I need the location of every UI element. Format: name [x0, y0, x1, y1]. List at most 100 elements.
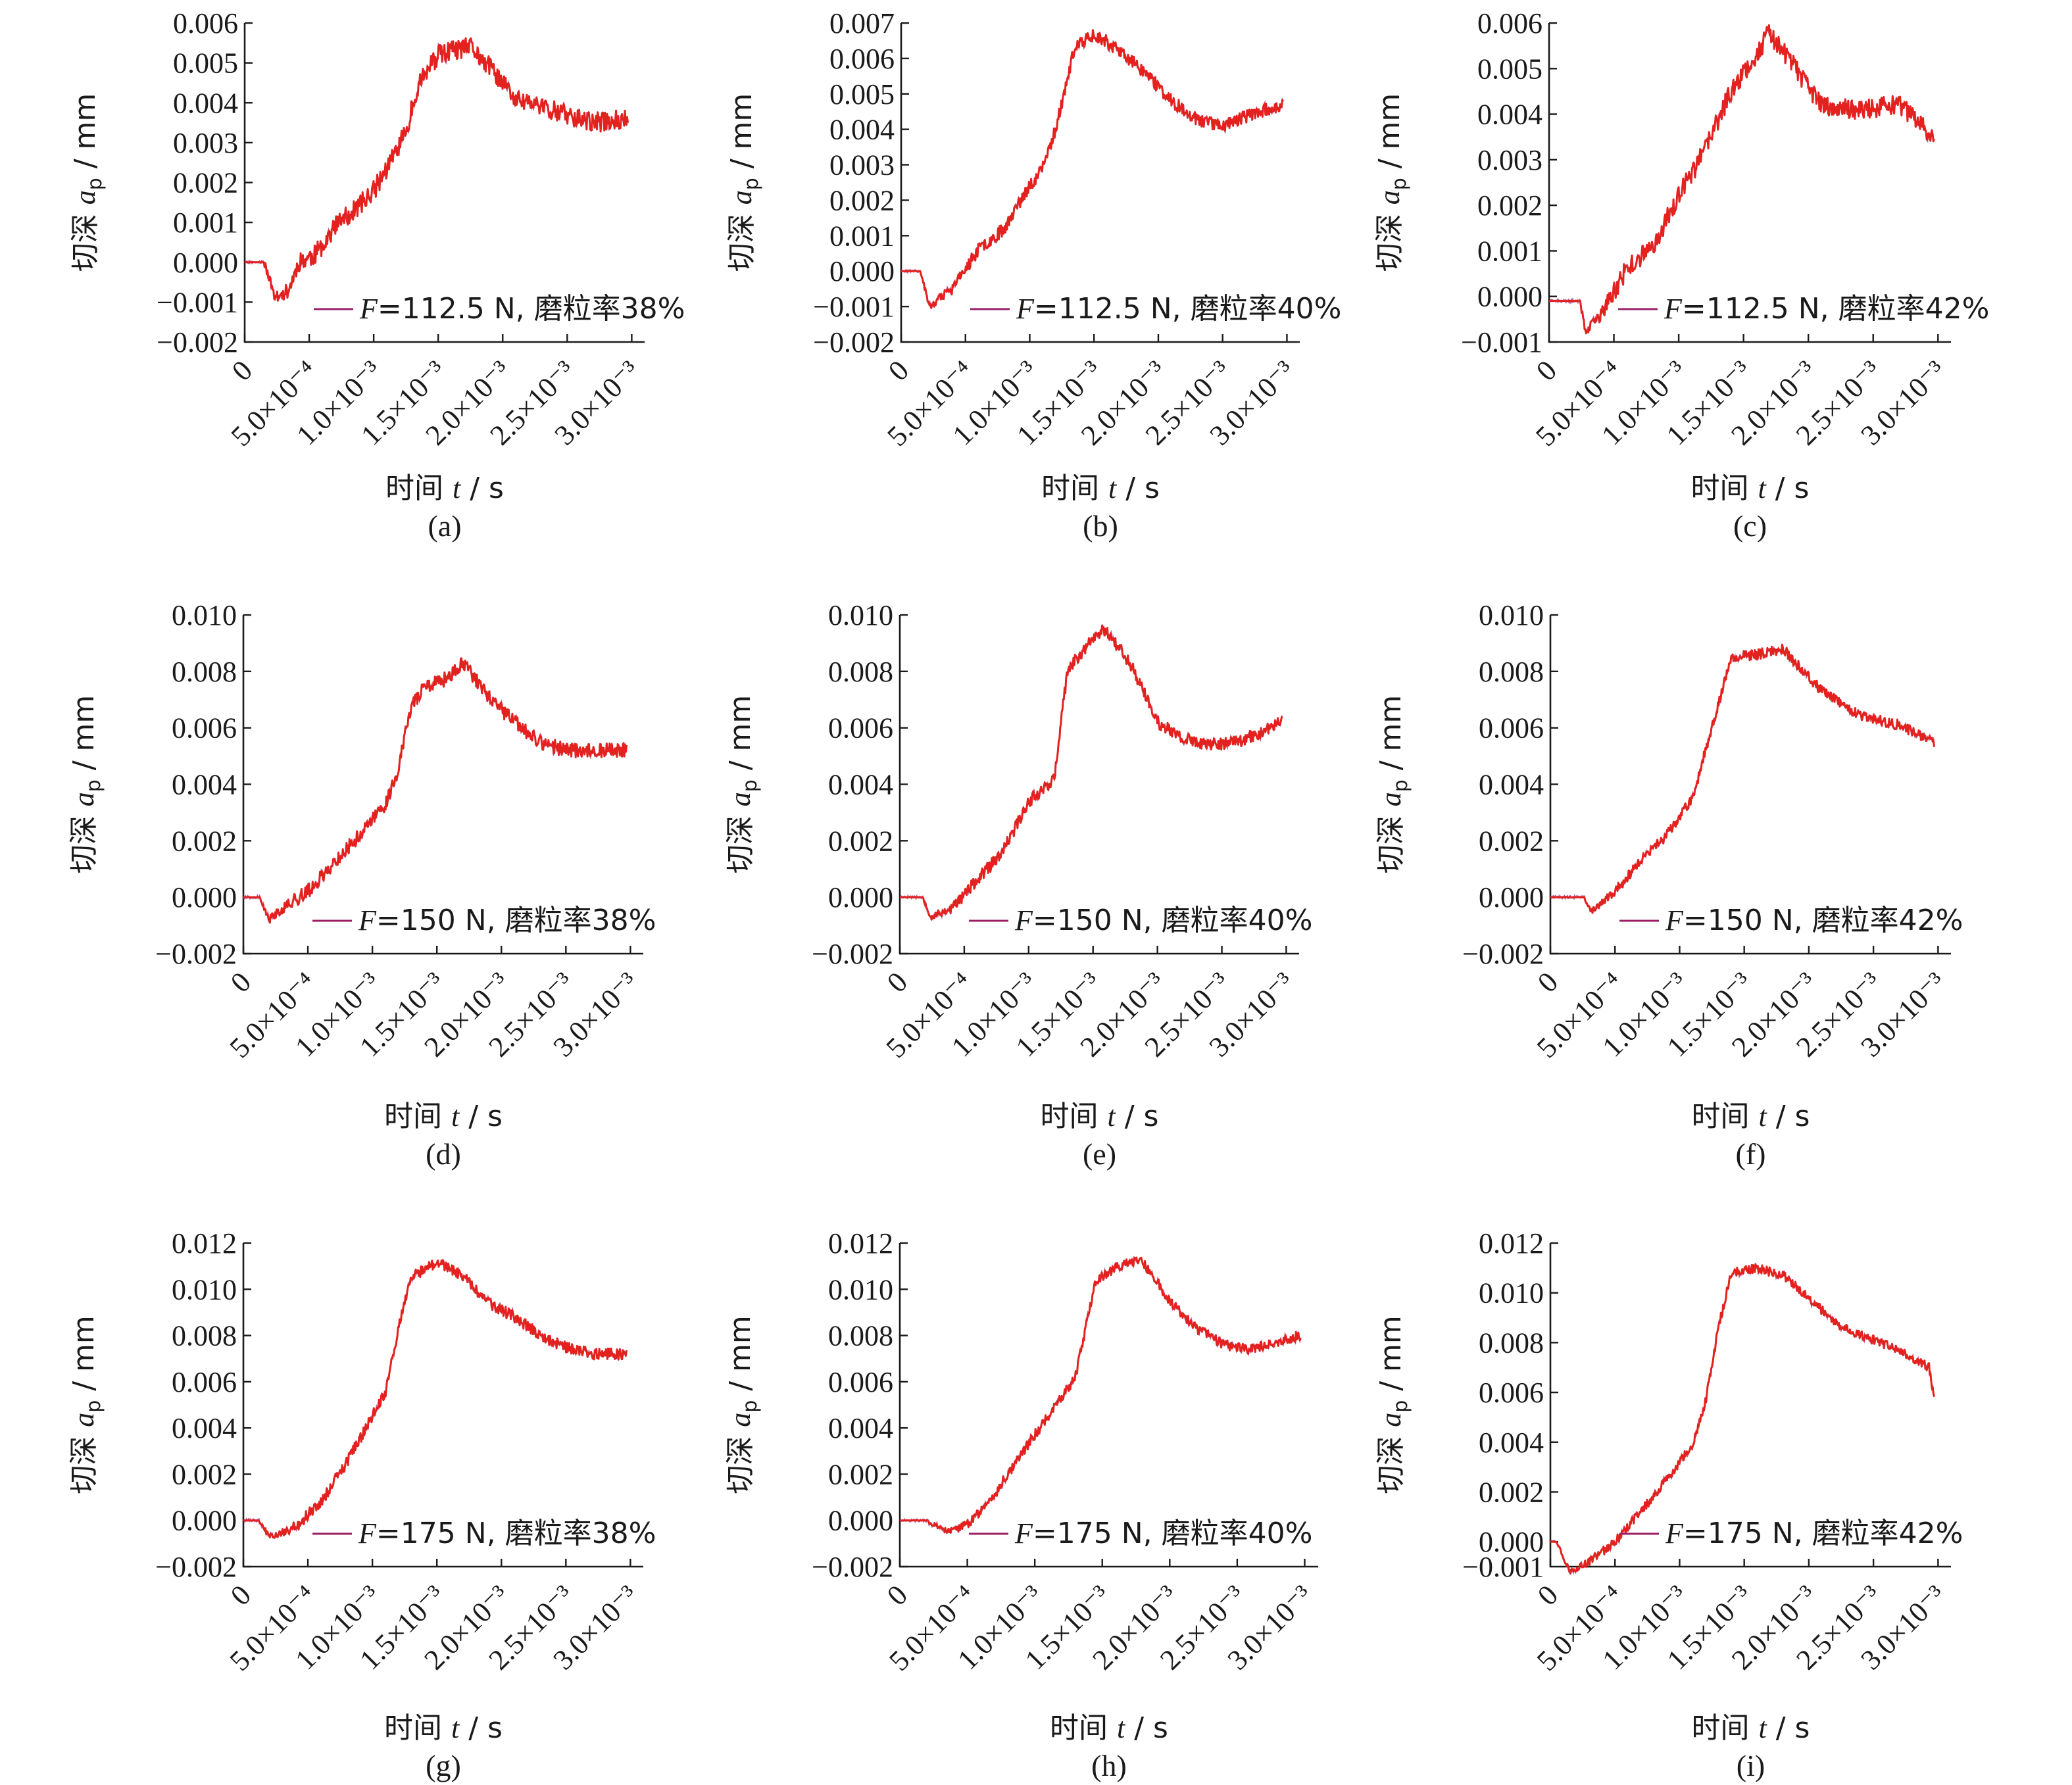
x-axis-title: 时间 t / s — [1692, 1711, 1810, 1745]
panel-caption: (f) — [1736, 1137, 1766, 1171]
y-tick-label: 0.004 — [1479, 769, 1544, 801]
x-axis-title-prefix: 时间 — [384, 1711, 451, 1745]
y-tick-label: 0.005 — [1477, 53, 1542, 85]
y-axis-title-sub: p — [739, 1400, 762, 1413]
y-tick-label: 0.010 — [1479, 599, 1544, 631]
panel-caption: (a) — [428, 509, 461, 543]
y-tick-label: 0.000 — [829, 255, 895, 287]
legend-text: =175 N, 磨粒率38% — [376, 1517, 656, 1550]
series-line — [899, 1256, 1302, 1534]
y-axis-title-unit: / mm — [1374, 1315, 1408, 1400]
y-axis-title-unit: / mm — [724, 695, 757, 780]
y-axis-title-unit: / mm — [1373, 93, 1406, 178]
y-axis-title: 切深 ap / mm — [1374, 695, 1412, 874]
panel-caption: (h) — [1091, 1749, 1127, 1782]
y-tick-label: 0.000 — [172, 1505, 237, 1537]
y-tick-label: 0.006 — [172, 1366, 237, 1398]
x-axis-title-var: t — [451, 1712, 460, 1744]
y-tick-label: 0.003 — [1477, 144, 1542, 176]
y-tick-label: 0.002 — [828, 1458, 893, 1490]
y-tick-label: 0.004 — [172, 1412, 237, 1444]
series-line — [244, 37, 629, 302]
y-axis-title: 切深 ap / mm — [67, 1315, 105, 1494]
x-tick-label: 0 — [881, 966, 914, 998]
y-axis-title-prefix: 切深 — [68, 205, 102, 272]
y-tick-label: 0.003 — [829, 149, 895, 182]
panel-caption: (d) — [426, 1137, 461, 1171]
y-tick-label: 0.002 — [172, 825, 237, 857]
y-axis-title-sub: p — [82, 779, 105, 792]
y-axis-title-sub: p — [739, 779, 762, 792]
x-axis-title-var: t — [1108, 1100, 1117, 1133]
y-tick-label: 0.000 — [1479, 1526, 1544, 1558]
y-axis-title-prefix: 切深 — [1373, 205, 1406, 272]
x-axis-title-prefix: 时间 — [1041, 472, 1108, 505]
x-axis-title: 时间 t / s — [1041, 472, 1160, 505]
x-axis-title-var: t — [1759, 1712, 1768, 1744]
y-axis-title-prefix: 切深 — [67, 1427, 101, 1494]
chart-panel: −0.002 0.000 0.002 0.004 0.006 0.008 0.010 0.01… — [67, 1227, 656, 1782]
x-tick-label: 0 — [224, 966, 257, 998]
x-axis-title-var: t — [1117, 1712, 1126, 1744]
x-tick-label: 0 — [1530, 354, 1563, 387]
y-axis-title-prefix: 切深 — [1374, 806, 1408, 873]
y-axis-title-sub: p — [82, 1400, 105, 1413]
y-tick-label: 0.000 — [172, 881, 237, 914]
x-axis-title-prefix: 时间 — [384, 1100, 451, 1133]
y-axis-title-sub: p — [1388, 178, 1411, 190]
y-axis-title-unit: / mm — [67, 695, 101, 780]
y-tick-label: 0.006 — [173, 7, 238, 39]
y-tick-label: 0.000 — [828, 1505, 893, 1537]
y-axis-title: 切深 ap / mm — [68, 93, 107, 272]
y-tick-label: 0.001 — [1477, 235, 1542, 267]
legend-label: F=150 N, 磨粒率38% — [358, 904, 656, 937]
panel-caption: (e) — [1083, 1137, 1116, 1171]
y-axis-title-sub: p — [1389, 1400, 1412, 1413]
x-axis-title-unit: / s — [1766, 472, 1810, 505]
y-axis-title-unit: / mm — [68, 93, 102, 178]
x-axis-title-prefix: 时间 — [1041, 1100, 1108, 1133]
x-axis-title: 时间 t / s — [1691, 472, 1810, 505]
series-line — [1548, 24, 1935, 335]
y-tick-label: 0.002 — [1477, 189, 1542, 222]
y-axis-title-sub: p — [84, 178, 107, 190]
axis-spines — [1549, 615, 1951, 955]
series-line-shadow — [899, 624, 1283, 922]
y-axis-title-prefix: 切深 — [725, 205, 758, 272]
x-axis-title: 时间 t / s — [384, 1711, 503, 1745]
y-axis-title-var: a — [724, 1413, 756, 1427]
x-axis-title-var: t — [453, 472, 462, 504]
y-axis-title-unit: / mm — [724, 1315, 757, 1400]
y-tick-label: 0.006 — [828, 1366, 893, 1398]
x-axis-title-prefix: 时间 — [1692, 1100, 1759, 1133]
legend-var: F — [358, 1517, 377, 1550]
legend-text: =150 N, 磨粒率40% — [1033, 904, 1313, 937]
y-axis-title-sub: p — [740, 178, 763, 190]
x-axis-title-var: t — [1108, 472, 1118, 504]
y-axis-title: 切深 ap / mm — [724, 1315, 762, 1494]
y-tick-label: −0.001 — [1461, 326, 1542, 358]
y-axis-title: 切深 ap / mm — [724, 695, 762, 874]
series-line — [1550, 1263, 1935, 1575]
y-tick-label: 0.006 — [829, 43, 895, 75]
y-axis-title: 切深 ap / mm — [725, 93, 763, 272]
x-axis-title-unit: / s — [459, 1100, 503, 1133]
legend-label: F=112.5 N, 磨粒率42% — [1664, 292, 1989, 326]
x-axis-title-prefix: 时间 — [1050, 1711, 1117, 1745]
series-line-shadow — [900, 30, 1284, 309]
x-axis-title-prefix: 时间 — [385, 472, 453, 505]
legend-label: F=150 N, 磨粒率42% — [1665, 904, 1963, 937]
series-line — [900, 29, 1284, 309]
series-line-shadow — [1550, 645, 1935, 913]
y-axis-title-unit: / mm — [725, 93, 758, 178]
x-axis-title-unit: / s — [1116, 1100, 1159, 1133]
y-tick-label: −0.002 — [157, 326, 238, 358]
y-axis-title-prefix: 切深 — [67, 806, 101, 873]
y-tick-label: 0.002 — [828, 825, 893, 857]
x-tick-label: 0 — [1531, 1578, 1564, 1611]
y-tick-label: 0.000 — [1479, 881, 1544, 914]
x-axis-title-var: t — [451, 1100, 460, 1133]
series-line-shadow — [243, 1258, 628, 1540]
legend-text: =175 N, 磨粒率40% — [1033, 1517, 1313, 1550]
